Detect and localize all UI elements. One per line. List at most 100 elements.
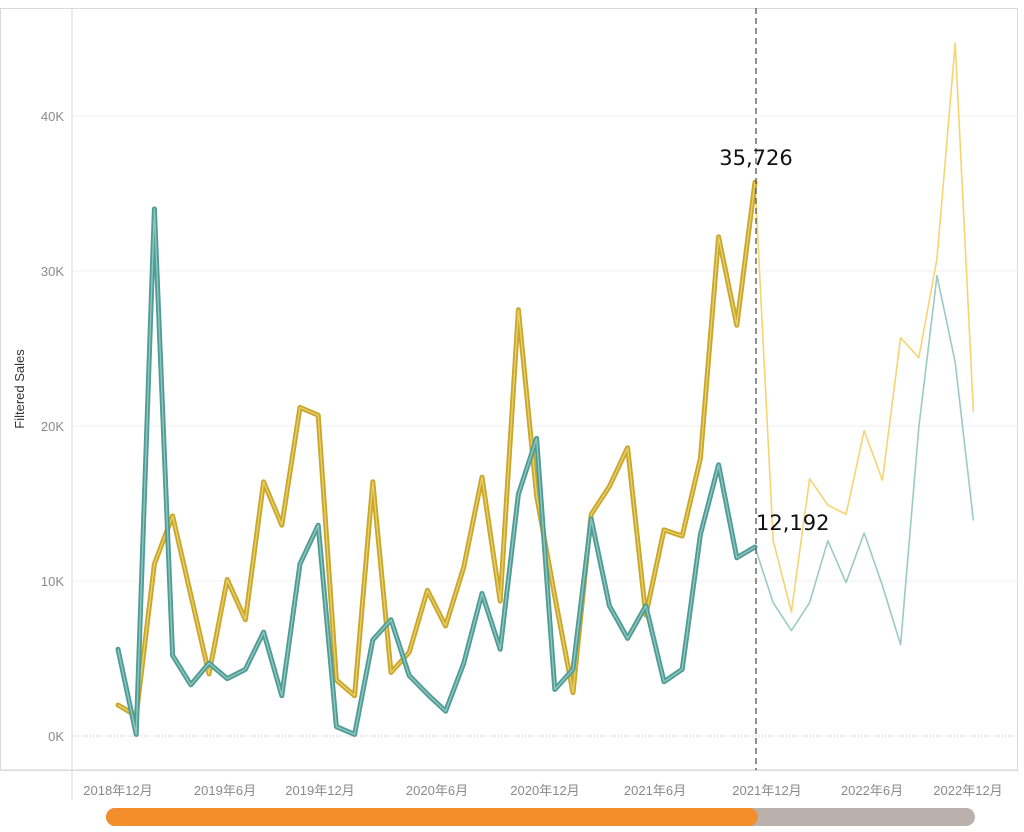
series-teal-point[interactable] [789,629,793,633]
series-gold-point[interactable] [152,562,156,566]
series-gold-point[interactable] [334,678,338,682]
series-teal-point[interactable] [498,647,502,651]
series-teal-point[interactable] [917,426,921,430]
series-teal-point[interactable] [935,274,939,278]
series-teal-point[interactable] [680,667,684,671]
series-gold-point[interactable] [389,670,393,674]
series-teal-point[interactable] [953,360,957,364]
series-gold-point[interactable] [771,539,775,543]
series-teal-point[interactable] [298,562,302,566]
series-gold-point[interactable] [407,650,411,654]
series-teal-point[interactable] [480,591,484,595]
series-teal-point[interactable] [425,692,429,696]
series-gold-point[interactable] [353,694,357,698]
plot-border [0,8,1018,771]
series-teal-point[interactable] [243,667,247,671]
x-tick-label: 2019年6月 [194,783,256,798]
series-gold-point[interactable] [789,610,793,614]
series-gold-point[interactable] [662,528,666,532]
series-gold-point[interactable] [207,672,211,676]
series-gold-point[interactable] [371,480,375,484]
series-teal-point[interactable] [571,667,575,671]
series-gold-point[interactable] [971,410,975,414]
series-gold-point[interactable] [116,703,120,707]
series-gold-point[interactable] [462,565,466,569]
series-teal-point[interactable] [626,636,630,640]
series-teal-point[interactable] [826,539,830,543]
series-gold-line[interactable] [115,179,758,719]
series-teal-point[interactable] [516,492,520,496]
y-tick-label: 20K [41,419,64,434]
series-teal-point[interactable] [353,732,357,736]
series-gold-point[interactable] [480,475,484,479]
series-gold-point[interactable] [808,477,812,481]
series-teal-point[interactable] [334,725,338,729]
scrollbar-thumb[interactable] [106,808,758,826]
series-teal-point[interactable] [899,643,903,647]
series-gold-point[interactable] [225,577,229,581]
series-gold-point[interactable] [243,618,247,622]
series-gold-point[interactable] [516,308,520,312]
series-gold-point[interactable] [535,494,539,498]
series-gold-point[interactable] [953,41,957,45]
series-teal-point[interactable] [225,677,229,681]
series-teal-point[interactable] [444,709,448,713]
series-gold-point[interactable] [935,257,939,261]
series-teal-point[interactable] [808,601,812,605]
series-gold-point[interactable] [899,336,903,340]
series-gold-point[interactable] [880,478,884,482]
series-gold-point[interactable] [917,356,921,360]
series-gold-point[interactable] [171,514,175,518]
series-teal-point[interactable] [771,601,775,605]
series-teal-point[interactable] [407,674,411,678]
series-gold-point[interactable] [735,323,739,327]
series-gold-point[interactable] [571,691,575,695]
series-gold-point[interactable] [280,523,284,527]
series-gold-point[interactable] [826,503,830,507]
series-teal-point[interactable] [389,618,393,622]
series-teal-point[interactable] [462,661,466,665]
series-gold-point[interactable] [589,512,593,516]
series-teal-point[interactable] [844,581,848,585]
series-teal-point[interactable] [171,653,175,657]
series-gold-point[interactable] [553,595,557,599]
series-teal-point[interactable] [589,517,593,521]
series-gold-point[interactable] [626,446,630,450]
series-teal-point[interactable] [698,533,702,537]
series-gold-point[interactable] [698,457,702,461]
series-gold-point[interactable] [844,512,848,516]
series-teal-point[interactable] [553,688,557,692]
series-gold-point[interactable] [862,429,866,433]
series-teal-point[interactable] [152,207,156,211]
series-gold-point[interactable] [262,480,266,484]
series-gold-point[interactable] [607,484,611,488]
series-gold-point[interactable] [498,599,502,603]
series-teal-point[interactable] [662,680,666,684]
series-teal-point[interactable] [262,630,266,634]
series-teal-point[interactable] [535,436,539,440]
series-teal-point[interactable] [371,638,375,642]
series-gold-point[interactable] [680,534,684,538]
series-gold-point[interactable] [425,588,429,592]
series-teal-point[interactable] [644,604,648,608]
series-teal-point[interactable] [735,556,739,560]
series-teal-point[interactable] [189,683,193,687]
series-gold-point[interactable] [298,405,302,409]
series-teal-point[interactable] [207,661,211,665]
series-teal-point[interactable] [971,519,975,523]
series-teal-point[interactable] [880,584,884,588]
series-gold-point[interactable] [189,593,193,597]
series-gold-point[interactable] [444,624,448,628]
series-gold-point[interactable] [316,413,320,417]
series-teal-point[interactable] [862,531,866,535]
series-teal-point[interactable] [134,732,138,736]
series-teal-point[interactable] [316,523,320,527]
x-tick-label: 2022年12月 [933,783,1002,798]
series-teal-point[interactable] [607,604,611,608]
series-teal-point[interactable] [116,647,120,651]
series-teal-point[interactable] [717,463,721,467]
series-gold-point[interactable] [717,235,721,239]
x-tick-label: 2021年12月 [732,783,801,798]
series-teal-point[interactable] [280,694,284,698]
